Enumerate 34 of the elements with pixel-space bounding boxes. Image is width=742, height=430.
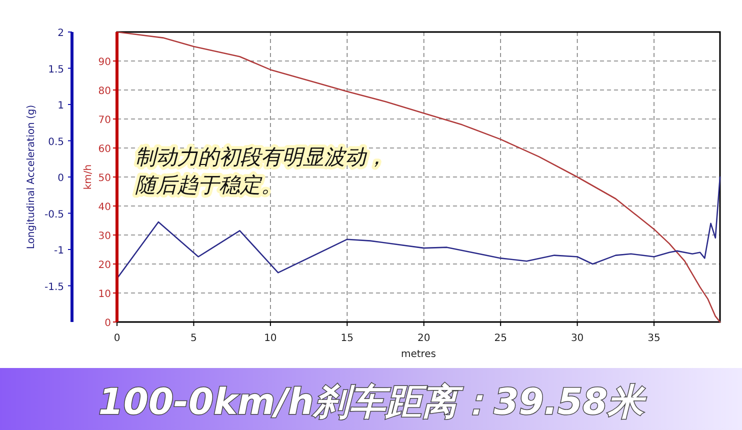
y2-tick-label: 2 bbox=[58, 28, 64, 39]
x-tick-label: 15 bbox=[340, 333, 354, 344]
x-tick-label: 10 bbox=[264, 333, 277, 344]
y2-tick-label: -1 bbox=[54, 246, 64, 256]
line-series bbox=[116, 31, 721, 323]
y-tick-label: 90 bbox=[98, 57, 111, 68]
y2-tick-label: 0.5 bbox=[48, 136, 64, 148]
y2-tick-label: 0 bbox=[58, 173, 64, 184]
y-tick-label: 40 bbox=[98, 202, 111, 213]
x-tick-label: 25 bbox=[494, 333, 507, 344]
y-tick-label: 10 bbox=[98, 289, 111, 300]
y-tick-label: 70 bbox=[98, 115, 111, 126]
y-tick-label: 0 bbox=[104, 318, 111, 329]
text: 100-0km/h刹车距离：39.58米 bbox=[98, 382, 647, 423]
annotation: 制动力的初段有明显波动， bbox=[135, 145, 387, 169]
annotation: 随后趋于稳定。 bbox=[135, 173, 282, 197]
y-tick-label: 80 bbox=[98, 86, 111, 97]
y2-tick-label: -1.5 bbox=[44, 282, 64, 293]
y2-tick-label: 1 bbox=[58, 100, 64, 112]
y2-tick-label: -0.5 bbox=[44, 209, 64, 220]
y-tick-label: 60 bbox=[98, 144, 111, 155]
y2-tick-label: 1.5 bbox=[48, 64, 64, 76]
x-axis-title: metres bbox=[400, 349, 436, 360]
y-axis-title: km/h bbox=[83, 164, 94, 190]
x-tick-label: 0 bbox=[114, 333, 120, 344]
y2-axis-title: Longitudinal Acceleration (g) bbox=[26, 104, 37, 250]
line-series bbox=[116, 176, 721, 280]
x-tick-label: 5 bbox=[190, 333, 197, 344]
y-tick-label: 30 bbox=[98, 231, 111, 242]
y-tick-label: 20 bbox=[98, 260, 111, 271]
x-tick-label: 20 bbox=[418, 333, 430, 344]
x-tick-label: 35 bbox=[648, 333, 660, 344]
y-tick-label: 50 bbox=[98, 173, 111, 184]
x-tick-label: 30 bbox=[570, 333, 584, 344]
